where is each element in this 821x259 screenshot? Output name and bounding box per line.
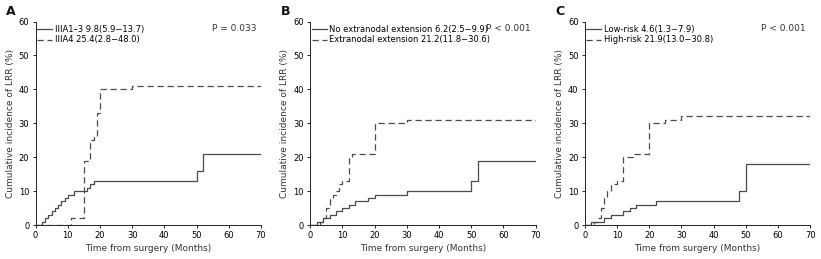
- Y-axis label: Cumulative incidence of LRR (%): Cumulative incidence of LRR (%): [280, 49, 289, 198]
- Text: B: B: [281, 5, 291, 18]
- Text: P < 0.001: P < 0.001: [761, 24, 805, 33]
- X-axis label: Time from surgery (Months): Time from surgery (Months): [85, 244, 211, 254]
- Legend: IIIA1–3 9.8(5.9−13.7), IIIA4 25.4(2.8−48.0): IIIA1–3 9.8(5.9−13.7), IIIA4 25.4(2.8−48…: [36, 24, 144, 45]
- Text: P = 0.033: P = 0.033: [212, 24, 256, 33]
- Legend: No extranodal extension 6.2(2.5−9.9), Extranodal extension 21.2(11.8−30.6): No extranodal extension 6.2(2.5−9.9), Ex…: [311, 24, 491, 45]
- Text: A: A: [7, 5, 16, 18]
- Y-axis label: Cumulative incidence of LRR (%): Cumulative incidence of LRR (%): [555, 49, 564, 198]
- Text: P < 0.001: P < 0.001: [486, 24, 531, 33]
- Text: C: C: [556, 5, 565, 18]
- Legend: Low-risk 4.6(1.3−7.9), High-risk 21.9(13.0−30.8): Low-risk 4.6(1.3−7.9), High-risk 21.9(13…: [585, 24, 714, 45]
- Y-axis label: Cumulative incidence of LRR (%): Cumulative incidence of LRR (%): [6, 49, 15, 198]
- X-axis label: Time from surgery (Months): Time from surgery (Months): [360, 244, 486, 254]
- X-axis label: Time from surgery (Months): Time from surgery (Months): [635, 244, 760, 254]
